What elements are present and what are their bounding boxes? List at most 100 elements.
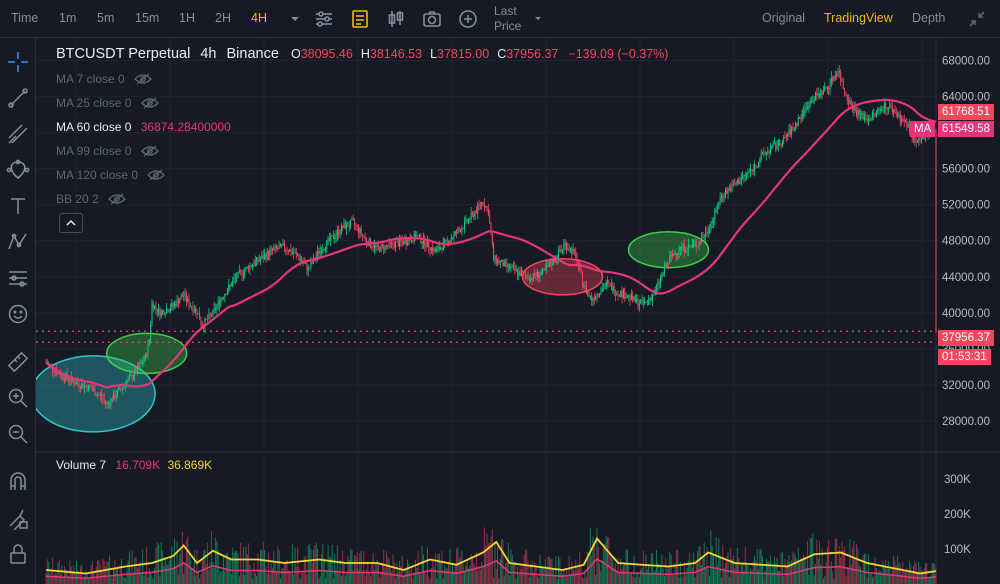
candle-body [268,251,269,257]
hidden-eye-icon[interactable] [134,73,152,85]
indicator-label: MA 60 close 0 [56,120,132,134]
volume-bar [490,536,492,584]
volume-bar [828,540,830,584]
volume-legend: Volume 7 16.709K 36.869K [56,458,212,472]
candle-body [694,242,696,244]
indicator-settings-icon[interactable] [313,8,335,30]
candle-body [617,293,619,295]
volume-bar [150,571,152,584]
volume-bar [344,576,346,584]
volume-bar [744,547,746,584]
volume-bar [331,544,333,584]
volume-bar [347,555,349,584]
indicator-ma7[interactable]: MA 7 close 0 [56,72,152,86]
crosshair-icon[interactable] [6,50,30,74]
candle-body [850,100,852,106]
candle-body [56,370,58,374]
candle-body [506,262,508,267]
candle-body [652,294,654,301]
zoom-out-icon[interactable] [6,422,30,446]
zoom-in-icon[interactable] [6,386,30,410]
price-tick-label: 68000.00 [942,56,990,68]
volume-bar [359,553,361,584]
camera-icon[interactable] [421,8,443,30]
pattern-tool-icon[interactable] [6,230,30,254]
collapse-fullscreen-icon[interactable] [966,8,988,30]
candle-body [744,174,746,176]
magnet-icon[interactable] [6,470,30,494]
candle-body [293,252,295,254]
fib-channel-icon[interactable] [6,122,30,146]
candle-body [658,282,660,284]
interval-4h[interactable]: 4H [251,11,267,25]
collapse-legend-button[interactable] [59,213,83,233]
chart-grid [36,38,1000,584]
volume-bar [113,569,115,584]
volume-bar [144,570,146,584]
interval-5m[interactable]: 5m [97,11,115,25]
price-chart[interactable]: 68000.0064000.0060000.0056000.0052000.00… [36,38,1000,584]
hidden-eye-icon[interactable] [140,145,159,157]
interval-1h[interactable]: 1H [179,11,195,25]
drawing-toolbar [0,38,36,584]
shape-tool-icon[interactable] [6,158,30,182]
indicator-ma25[interactable]: MA 25 close 0 [56,96,159,110]
candle-type-icon[interactable] [385,8,407,30]
interval-15m[interactable]: 15m [135,11,160,25]
last-price-selector[interactable]: Last Price [494,4,521,34]
volume-bar [498,578,500,584]
hidden-eye-icon[interactable] [147,169,166,181]
candle-countdown: 01:53:31 [938,349,991,365]
volume-bar [364,576,366,584]
volume-bar [389,567,391,584]
volume-bar [764,569,766,584]
candle-body [301,259,303,262]
template-icon[interactable] [349,8,371,30]
candle-body [558,249,560,259]
candle-body [331,235,333,237]
indicator-ma99[interactable]: MA 99 close 0 [56,144,159,158]
volume-bar [614,563,616,584]
indicator-ma120[interactable]: MA 120 close 0 [56,168,166,182]
volume-bar [666,569,668,584]
candle-body [422,237,424,243]
indicator-ma60[interactable]: MA 60 close 0 36874.28400000 [56,120,231,134]
hidden-eye-icon[interactable] [108,193,126,205]
candle-body [495,255,497,264]
volume-bar [507,542,509,584]
interval-2h[interactable]: 2H [215,11,231,25]
add-indicator-icon[interactable] [457,8,479,30]
hidden-eye-icon[interactable] [140,97,159,109]
text-tool-icon[interactable] [6,194,30,218]
indicator-bb[interactable]: BB 20 2 [56,192,126,206]
lock-icon[interactable] [6,542,30,566]
view-tradingview[interactable]: TradingView [824,11,893,25]
view-depth[interactable]: Depth [912,11,946,25]
volume-bar [274,563,276,584]
volume-value-2: 36.869K [167,458,213,472]
lock-drawings-icon[interactable] [6,506,30,530]
symbol-name[interactable]: BTCUSDT Perpetual [56,46,191,62]
candle-body [464,221,466,229]
candle-body [718,204,720,209]
volume-bar [531,560,533,584]
volume-bar [479,569,481,584]
interval-1m[interactable]: 1m [59,11,77,25]
candle-body [363,235,365,238]
trend-line-icon[interactable] [6,86,30,110]
candle-body [107,403,109,405]
volume-bar [368,573,370,584]
candle-body [282,243,284,246]
volume-bar [874,557,876,584]
view-original[interactable]: Original [762,11,806,25]
ruler-icon[interactable] [6,350,30,374]
prediction-tool-icon[interactable] [6,266,30,290]
candle-body [335,235,337,239]
last-price-dropdown-icon[interactable] [527,8,549,30]
emoji-icon[interactable] [6,302,30,326]
candle-body [90,386,92,389]
volume-bar [491,529,493,584]
candle-body [250,265,252,267]
candle-body [898,114,900,117]
interval-dropdown-icon[interactable] [284,8,306,30]
